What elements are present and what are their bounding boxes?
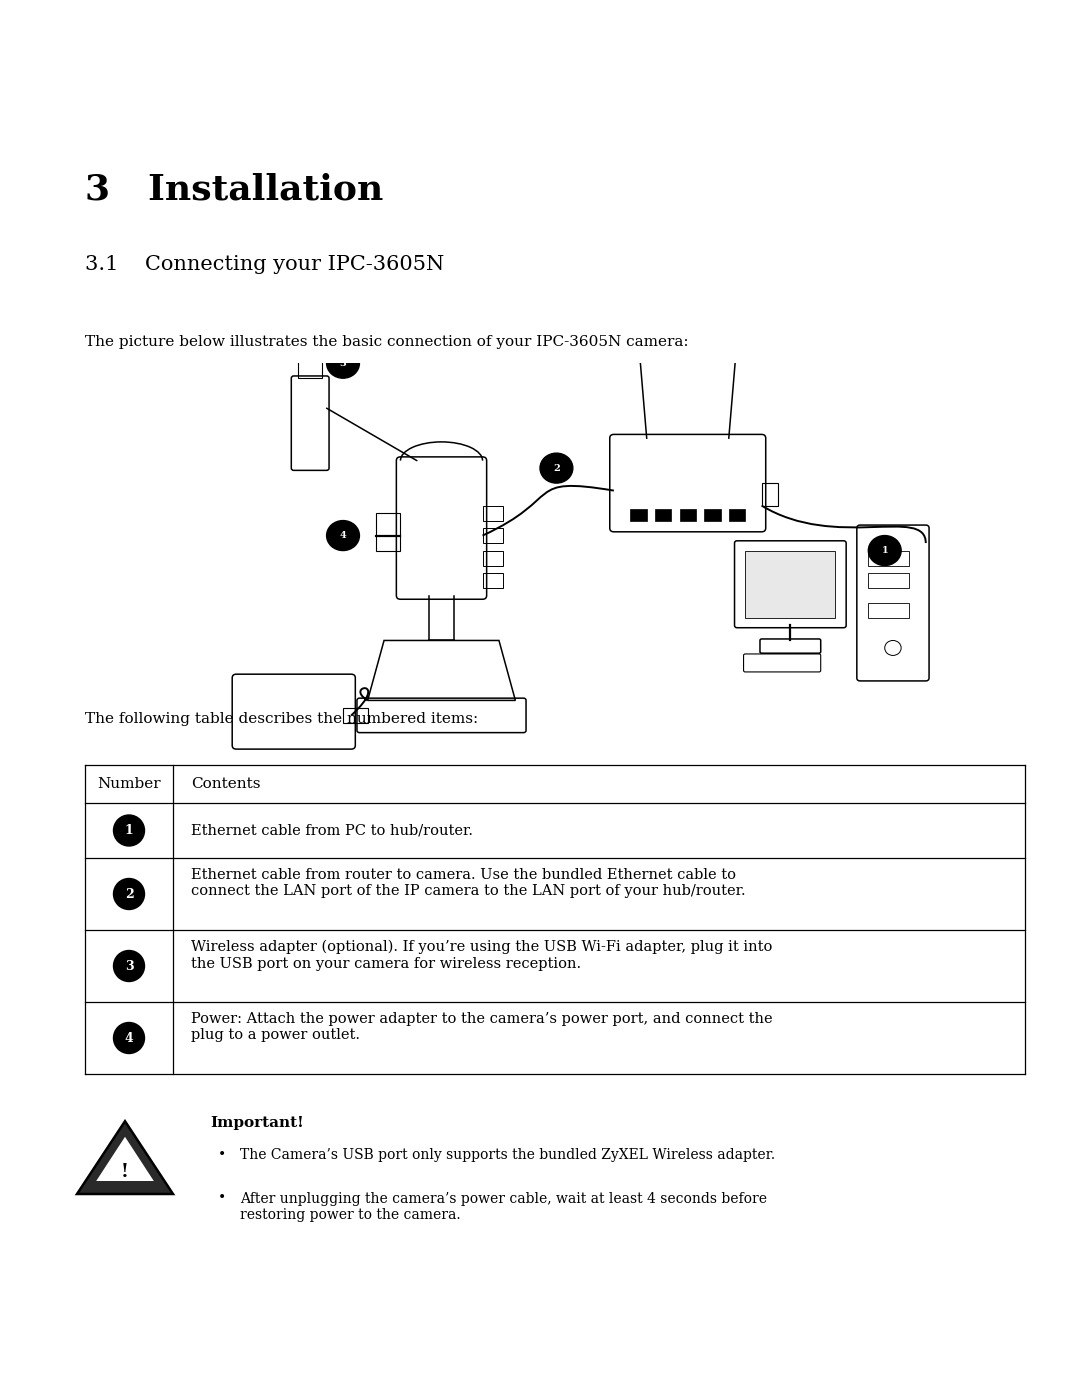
Text: Ethernet cable from PC to hub/router.: Ethernet cable from PC to hub/router. <box>191 823 473 837</box>
Text: The picture below illustrates the basic connection of your IPC-3605N camera:: The picture below illustrates the basic … <box>85 335 689 349</box>
Text: Ethernet cable from router to camera. Use the bundled Ethernet cable to
connect : Ethernet cable from router to camera. Us… <box>191 868 745 898</box>
Text: •: • <box>218 1192 226 1206</box>
Bar <box>745 550 836 617</box>
Circle shape <box>113 950 145 982</box>
Text: 3.1    Connecting your IPC-3605N: 3.1 Connecting your IPC-3605N <box>85 256 444 274</box>
Circle shape <box>113 1023 145 1053</box>
Text: 2: 2 <box>553 464 559 472</box>
Circle shape <box>113 814 145 847</box>
Text: Number: Number <box>97 777 161 791</box>
Bar <box>704 510 720 521</box>
Bar <box>343 708 367 722</box>
Text: 4: 4 <box>339 531 347 541</box>
Text: Power: Attach the power adapter to the camera’s power port, and connect the
plug: Power: Attach the power adapter to the c… <box>191 1011 772 1042</box>
Text: !: ! <box>121 1162 129 1180</box>
Bar <box>483 528 503 543</box>
Circle shape <box>326 348 360 379</box>
Text: 2: 2 <box>124 887 133 901</box>
Circle shape <box>868 535 901 566</box>
Text: •: • <box>218 1148 226 1162</box>
Bar <box>729 510 745 521</box>
Bar <box>631 510 647 521</box>
Bar <box>868 573 909 588</box>
Circle shape <box>113 879 145 909</box>
Text: 3: 3 <box>124 960 133 972</box>
Text: 4: 4 <box>124 1031 133 1045</box>
Text: The Camera’s USB port only supports the bundled ZyXEL Wireless adapter.: The Camera’s USB port only supports the … <box>240 1148 775 1162</box>
Circle shape <box>326 521 360 550</box>
Text: 3: 3 <box>339 359 347 367</box>
Bar <box>654 510 672 521</box>
Polygon shape <box>96 1137 153 1180</box>
Bar <box>868 550 909 566</box>
Bar <box>483 550 503 566</box>
Bar <box>483 506 503 521</box>
Bar <box>483 573 503 588</box>
Text: 3   Installation: 3 Installation <box>85 172 383 205</box>
Text: 1: 1 <box>881 546 888 555</box>
Text: After unplugging the camera’s power cable, wait at least 4 seconds before
restor: After unplugging the camera’s power cabl… <box>240 1192 767 1222</box>
Text: The following table describes the numbered items:: The following table describes the number… <box>85 712 478 726</box>
Bar <box>868 604 909 617</box>
Text: 1: 1 <box>124 824 133 837</box>
Text: Important!: Important! <box>210 1116 303 1130</box>
Bar <box>298 356 323 379</box>
Bar <box>376 513 401 550</box>
Circle shape <box>540 453 572 483</box>
Polygon shape <box>77 1122 173 1194</box>
Text: Wireless adapter (optional). If you’re using the USB Wi-Fi adapter, plug it into: Wireless adapter (optional). If you’re u… <box>191 940 772 971</box>
Bar <box>679 510 696 521</box>
Text: Contents: Contents <box>191 777 260 791</box>
Bar <box>761 483 778 506</box>
